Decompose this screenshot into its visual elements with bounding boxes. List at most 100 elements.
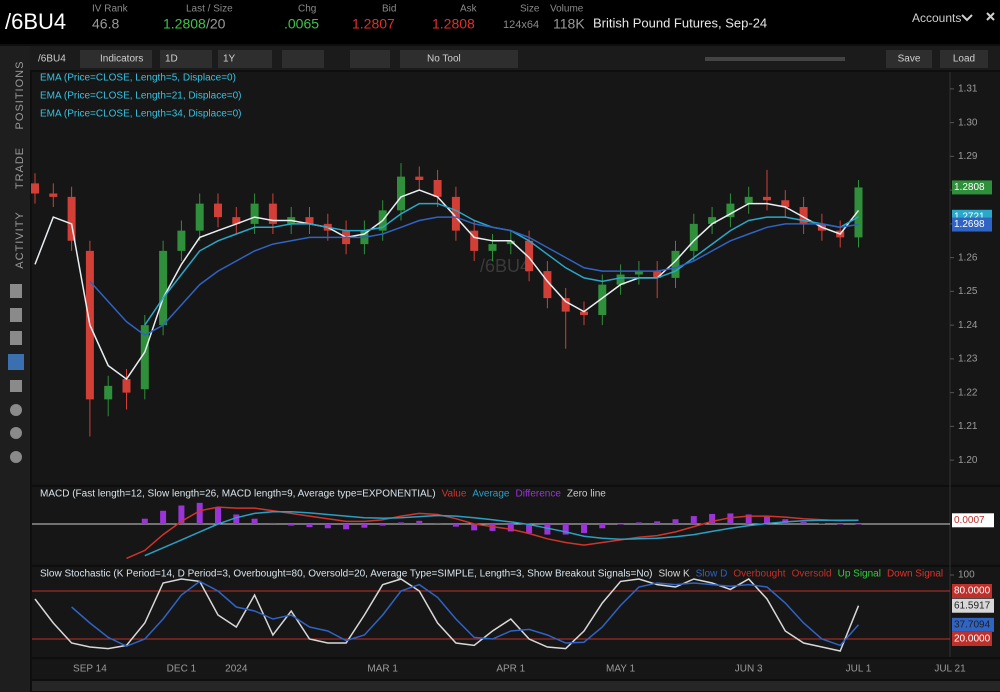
candle-body — [31, 183, 39, 193]
histogram-bar — [270, 523, 276, 524]
header-symbol[interactable]: /6BU4 — [5, 9, 66, 34]
sidebar-tab[interactable]: TRADE — [14, 147, 26, 189]
icon[interactable] — [10, 331, 22, 345]
histogram-bar — [361, 524, 367, 528]
icon[interactable] — [10, 451, 22, 463]
histogram-bar — [252, 519, 258, 524]
candle-body — [745, 197, 753, 204]
histogram-bar — [307, 524, 313, 527]
histogram-bar — [801, 522, 807, 524]
histogram-bar — [618, 524, 624, 525]
icon[interactable] — [10, 427, 22, 439]
x-tick-label: JUL 21 — [934, 664, 966, 675]
legend-entry: Down Signal — [887, 569, 943, 580]
legend-entry: Oversold — [792, 569, 832, 580]
icon[interactable] — [10, 404, 22, 416]
icon[interactable] — [10, 380, 22, 392]
label: Last / Size — [186, 4, 233, 15]
value: /20 — [206, 16, 226, 32]
level-label: 20.0000 — [954, 634, 991, 645]
label: Size — [520, 4, 540, 15]
x-tick-label: APR 1 — [496, 664, 525, 675]
legend-entry: Average — [472, 489, 510, 500]
value: 1.2808 — [163, 16, 206, 32]
button-label[interactable]: Indicators — [100, 54, 143, 65]
icon[interactable] — [8, 354, 24, 370]
legend-entry: Zero line — [567, 489, 606, 500]
candle-body — [196, 204, 204, 231]
histogram-bar — [233, 514, 239, 524]
dropdown[interactable] — [350, 50, 390, 68]
dropdown-label[interactable]: 1D — [165, 54, 178, 65]
last-value: 0.0007 — [954, 515, 985, 526]
candle-body — [489, 244, 497, 251]
dropdown[interactable] — [282, 50, 324, 68]
candle-body — [214, 204, 222, 218]
last-value: 37.7094 — [954, 619, 991, 630]
legend-entry: Value — [442, 489, 467, 500]
legend-entry: EMA (Price=CLOSE, Length=5, Displace=0) — [40, 73, 236, 84]
icon[interactable] — [10, 308, 22, 322]
toolbar-symbol[interactable]: /6BU4 — [38, 54, 66, 65]
y-tick-label: 1.20 — [958, 455, 978, 466]
label: Bid — [382, 4, 396, 15]
icon[interactable] — [10, 284, 22, 298]
x-tick-label: JUL 1 — [846, 664, 872, 675]
sidebar-tab[interactable]: POSITIONS — [14, 61, 26, 130]
candle-body — [415, 177, 423, 180]
legend-entry: Difference — [516, 489, 562, 500]
histogram-bar — [691, 516, 697, 524]
y-tick-label: 1.31 — [958, 84, 978, 95]
zoom-slider[interactable] — [705, 57, 845, 61]
x-tick-label: MAR 1 — [367, 664, 398, 675]
histogram-bar — [636, 522, 642, 524]
legend-entry: Slow Stochastic (K Period=14, D Period=3… — [40, 569, 653, 580]
watermark: /6BU4 — [480, 256, 530, 276]
histogram-bar — [197, 503, 203, 524]
description: British Pound Futures, Sep-24 — [593, 15, 767, 30]
y-tick-label: 1.24 — [958, 320, 978, 331]
scrollbar[interactable] — [32, 681, 1000, 691]
legend-entry: Slow K — [659, 569, 690, 580]
candle-body — [763, 197, 771, 200]
histogram-bar — [398, 522, 404, 524]
histogram-bar — [215, 507, 221, 524]
accounts-menu[interactable]: Accounts — [912, 11, 961, 25]
price-panel — [32, 72, 1000, 485]
x-tick-label: DEC 1 — [167, 664, 197, 675]
y-tick-label: 1.23 — [958, 354, 978, 365]
histogram-bar — [325, 524, 331, 528]
x-tick-label: MAY 1 — [606, 664, 636, 675]
legend-entry: Up Signal — [838, 569, 881, 580]
label: Chg — [298, 4, 316, 15]
histogram-bar — [142, 519, 148, 524]
last-value: 61.5917 — [954, 600, 991, 611]
dropdown-label[interactable]: 1Y — [223, 54, 236, 65]
y-tick-label: 100 — [958, 570, 975, 581]
button-label[interactable]: Save — [898, 54, 921, 65]
candle-body — [159, 251, 167, 325]
y-tick-label: 1.26 — [958, 252, 978, 263]
y-tick-label: 1.30 — [958, 117, 978, 128]
histogram-bar — [343, 524, 349, 529]
candle-body — [49, 194, 57, 197]
header-bar — [0, 0, 1000, 44]
value: 118K — [553, 16, 585, 32]
value: 46.8 — [92, 16, 119, 32]
histogram-bar — [160, 511, 166, 524]
histogram-bar — [380, 524, 386, 526]
last-price: 1.2808 — [954, 182, 985, 193]
candle-body — [855, 187, 863, 237]
value: 1.2808 — [432, 16, 475, 32]
legend-entry: EMA (Price=CLOSE, Length=34, Displace=0) — [40, 109, 242, 120]
legend-entry: Overbought — [733, 569, 785, 580]
sidebar-tab[interactable]: ACTIVITY — [14, 211, 26, 269]
dropdown-label[interactable]: No Tool — [427, 54, 461, 65]
button-label[interactable]: Load — [953, 54, 975, 65]
x-tick-label: SEP 14 — [73, 664, 107, 675]
label: Ask — [460, 4, 478, 15]
candle-body — [123, 379, 131, 393]
value: 1.2807 — [352, 16, 395, 32]
candle-body — [397, 177, 405, 211]
